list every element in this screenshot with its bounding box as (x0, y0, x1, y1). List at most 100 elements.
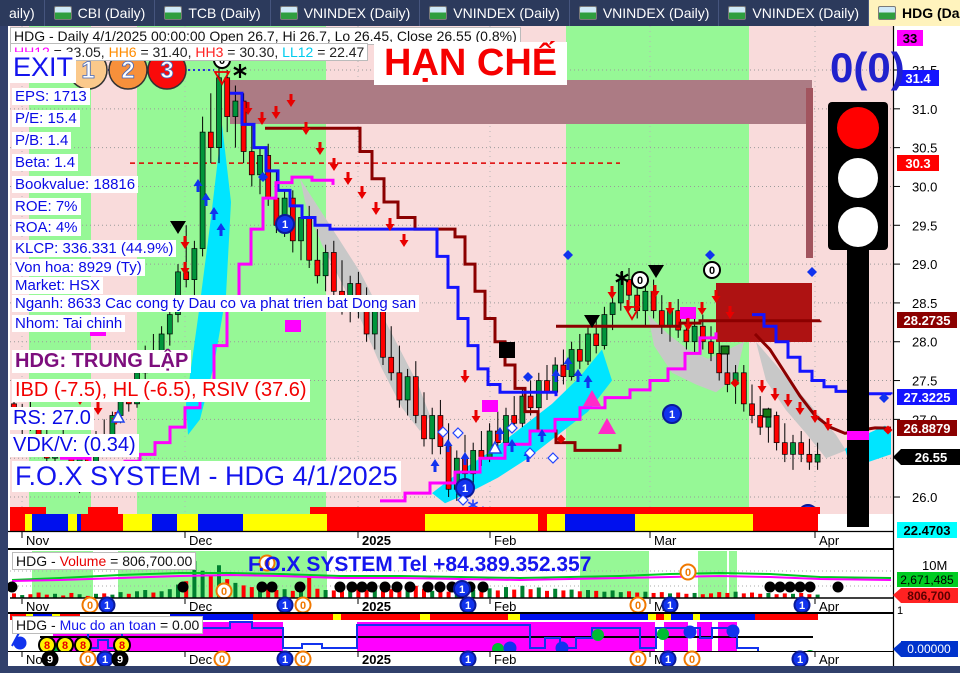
trend-ribbon-segment (198, 514, 243, 531)
chart-thumbnail-icon (53, 6, 72, 20)
one-signal-badge (275, 214, 295, 234)
safety-eight-badge-label: 8 (44, 640, 50, 652)
price-axis-label: 29.0 (912, 257, 937, 272)
safety-ribbon-segment (430, 614, 508, 620)
candle-body (191, 248, 198, 280)
high-volume-dot (294, 581, 306, 593)
volume-bar (266, 588, 271, 598)
tab-hdg-daily-[interactable]: HDG (Daily) (869, 0, 960, 26)
buy-arrow-icon (443, 439, 453, 446)
candle-body (421, 415, 427, 440)
warning-triangle-icon (213, 71, 231, 86)
candle-body (708, 341, 714, 354)
candle-body (642, 290, 649, 312)
hh-level-value: = 22.47 (313, 44, 365, 60)
candle-body (790, 442, 796, 455)
trend-ribbon-segment (547, 514, 565, 531)
safety-green-dot (592, 629, 604, 641)
one-signal-badge-label: 1 (462, 483, 468, 495)
candle-body (773, 415, 780, 444)
trend-ribbon-segment (123, 514, 152, 531)
tab-vnindex-daily-[interactable]: VNINDEX (Daily) (420, 0, 570, 26)
volume-bar (438, 589, 443, 598)
candle-body (675, 310, 682, 331)
x-axis-label: Dec (189, 652, 213, 667)
candle-body (314, 259, 321, 277)
x-axis-label: Nov (26, 599, 50, 614)
candle-body (724, 372, 731, 385)
volume-bar (512, 589, 517, 598)
volume-bar (627, 591, 631, 598)
high-volume-dot (477, 581, 489, 593)
volume-chip-green (897, 572, 958, 587)
volume-bar (356, 586, 361, 598)
sell-arrow-icon (343, 178, 353, 185)
safety-ribbon-segment (648, 614, 656, 620)
chart-thumbnail-icon (279, 6, 298, 20)
blue-diamond-icon (705, 250, 715, 260)
one-signal-badge (662, 404, 682, 424)
tab-cbi-daily-[interactable]: CBI (Daily) (45, 0, 156, 26)
tab-tcb-daily-[interactable]: TCB (Daily) (155, 0, 271, 26)
cyan-cloud (186, 124, 231, 435)
price-axis-label: 28.0 (912, 335, 937, 350)
sell-arrow-icon (357, 192, 367, 199)
price-chip (897, 389, 957, 405)
open-diamond-icon (506, 422, 518, 434)
volume-bar (709, 593, 713, 598)
chart-thumbnail-icon (578, 6, 597, 20)
stat-row: KLCP: 336.331 (44.9%) (12, 240, 177, 257)
thin-ribbon-segment (10, 507, 46, 514)
sell-arrow-icon (607, 292, 617, 299)
axis-signal-badge-label: 1 (282, 600, 288, 612)
volume-bar (815, 594, 820, 598)
stat-row: ROE: 7% (12, 198, 81, 215)
price-chip (897, 30, 923, 46)
volume-bar (192, 561, 197, 598)
tab-vnindex-daily-[interactable]: VNINDEX (Daily) (719, 0, 869, 26)
black-square-icon (499, 342, 515, 358)
resistance-zone-edge (806, 88, 813, 258)
buy-arrow-icon (209, 207, 219, 214)
candle-body (380, 310, 386, 358)
high-volume-dot (832, 581, 844, 593)
candle-body (585, 333, 591, 362)
price-axis-label: 27.5 (912, 374, 937, 389)
candle-body (544, 380, 550, 393)
tab-vnindex-daily-[interactable]: VNINDEX (Daily) (271, 0, 421, 26)
trend-ribbon-segment (32, 514, 68, 531)
x-axis-label: 2025 (362, 599, 391, 614)
blue-diamond-icon (258, 172, 268, 182)
volume-chip-green-label: 2,671,485 (900, 573, 954, 587)
tab-aily-[interactable]: aily) (0, 0, 45, 26)
tab-vnindex-daily-[interactable]: VNINDEX (Daily) (570, 0, 720, 26)
volume-bar (782, 593, 787, 598)
candle-body (814, 453, 821, 463)
x-axis-label: 2025 (362, 533, 391, 548)
candle-body (683, 329, 690, 343)
price-axis-label: 28.5 (912, 296, 937, 311)
blue-diamond-icon (879, 393, 889, 403)
asterisk-icon (233, 66, 247, 76)
hh-level-value: = 30.30, (223, 44, 283, 60)
stat-row: Nhom: Tai chinh (12, 315, 126, 332)
safety-chip (901, 641, 958, 657)
axis-signal-badge-label: 1 (282, 654, 288, 666)
volume-bar (799, 592, 804, 598)
safety-eight-badge-label: 8 (80, 640, 86, 652)
trend-ribbon-segment (177, 514, 198, 531)
high-volume-dot (422, 581, 434, 593)
trend-ribbon-segment (77, 514, 81, 531)
axis-signal-badge-label: 0 (635, 654, 641, 666)
safety-title-value: = 0.00 (156, 617, 200, 633)
sell-arrow-icon (623, 306, 633, 313)
volume-bar (791, 593, 795, 598)
volume-chip-red-label: 806,700 (907, 589, 951, 603)
volume-bar (684, 593, 689, 598)
volume-bar (733, 591, 738, 598)
volume-band-green (729, 551, 737, 598)
price-axis-label: 30.0 (912, 179, 937, 194)
high-volume-dot (379, 581, 391, 593)
volume-bar (274, 590, 279, 598)
